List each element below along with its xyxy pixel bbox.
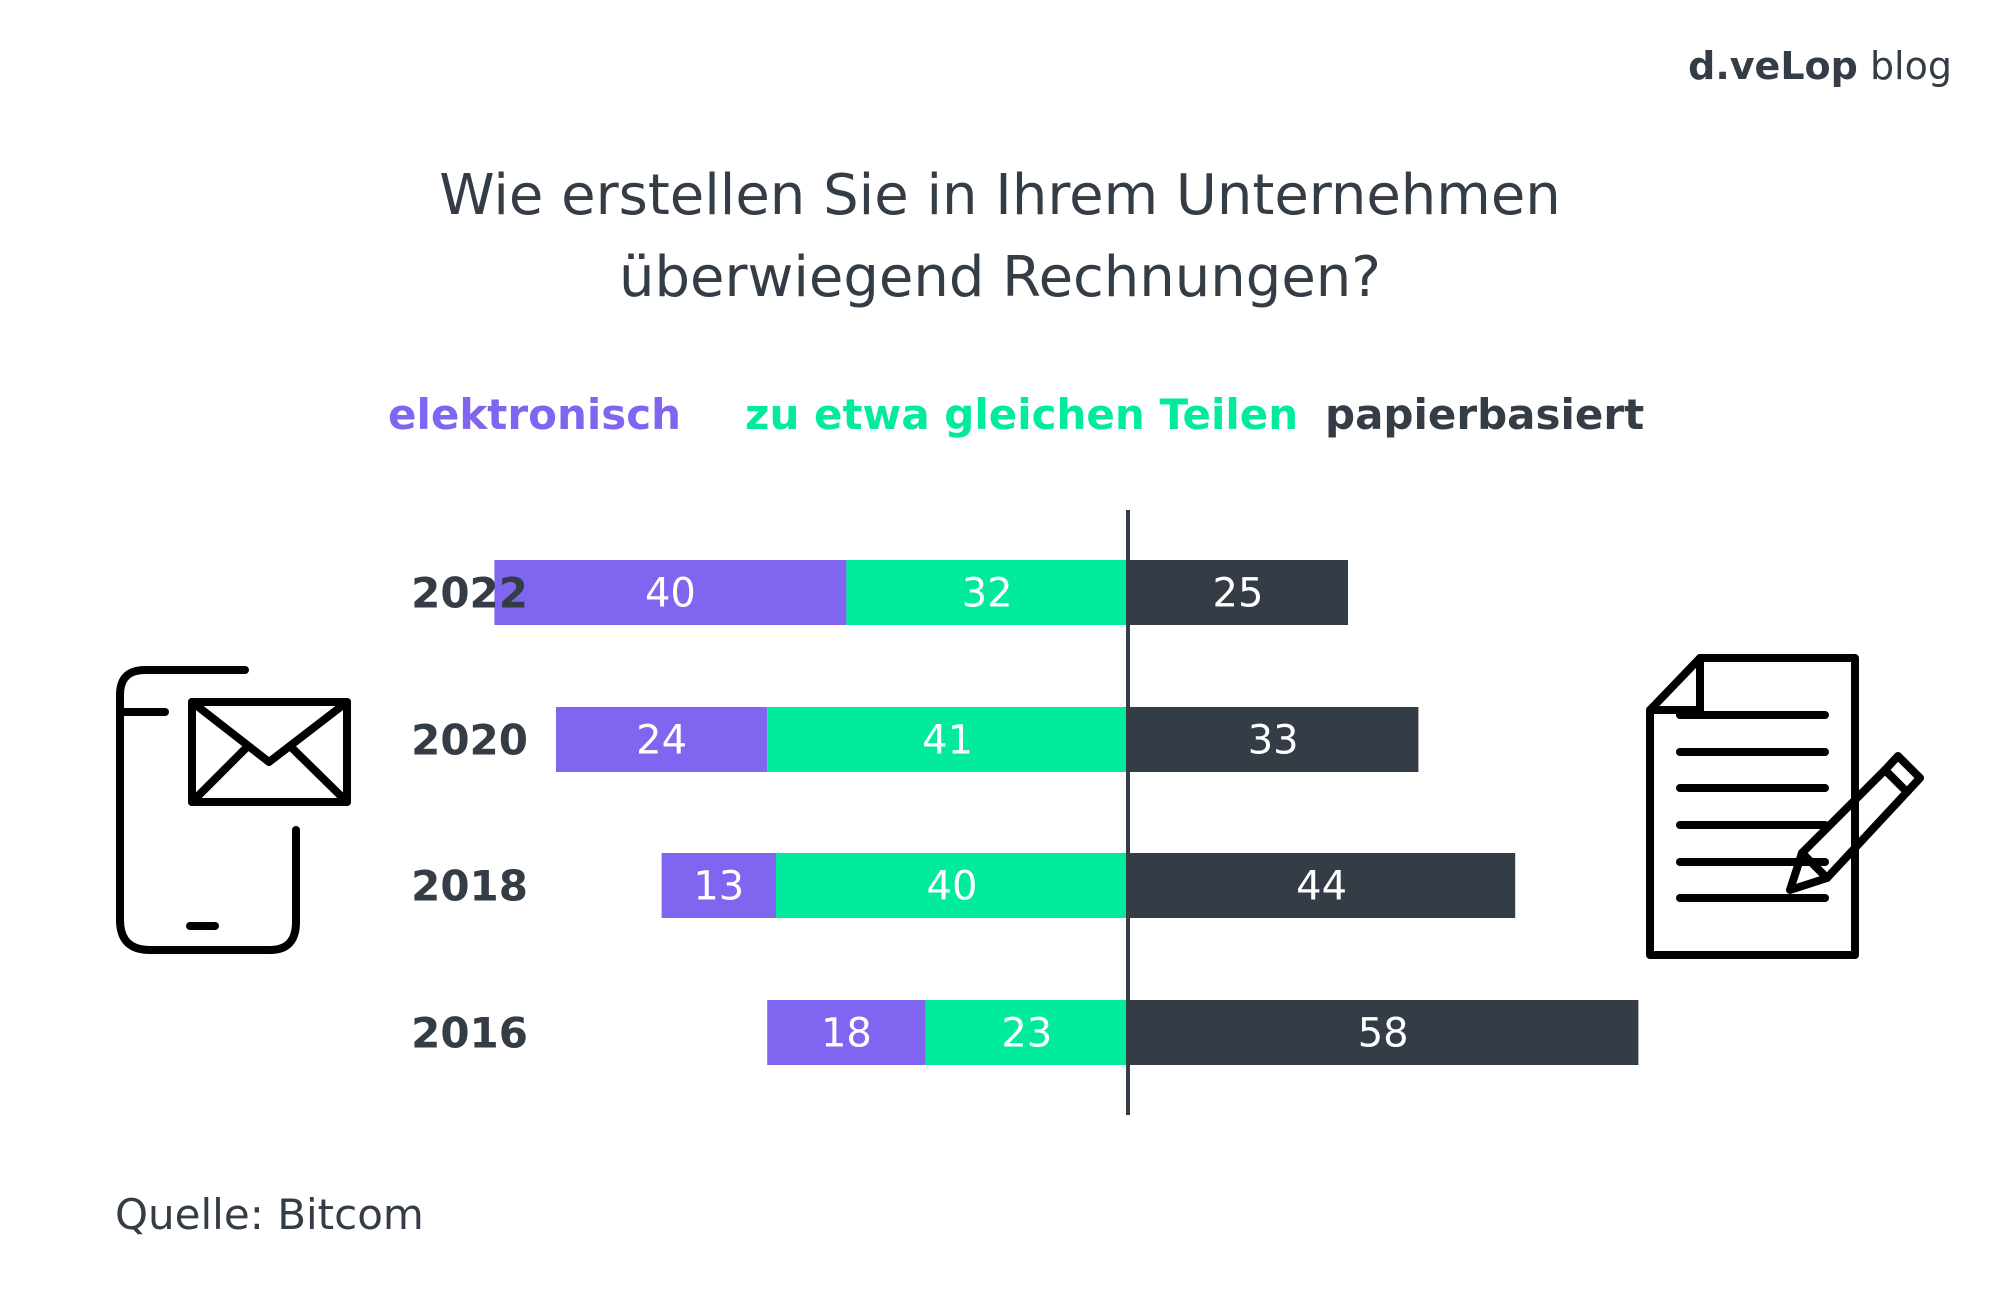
brand-logo: d.veLop blog [1688,44,1952,88]
legend-papier: papierbasiert [1325,390,1645,439]
bar-elektronisch-2022-label: 40 [645,571,696,617]
bar-papier-2022-label: 25 [1213,571,1264,617]
bar-papier-2022 [1128,560,1348,625]
bar-gleich-2020 [767,707,1128,772]
bar-papier-2020-label: 33 [1248,718,1299,764]
bar-elektronisch-2020-label: 24 [636,718,687,764]
brand-suffix: blog [1869,44,1952,88]
legend-gleich: zu etwa gleichen Teilen [745,390,1299,439]
document-signature-icon [1646,654,1924,959]
bar-gleich-2016 [925,1000,1128,1065]
bar-gleich-2018-label: 40 [927,864,978,910]
bar-gleich-2018 [776,853,1128,918]
bar-gleich-2022 [846,560,1128,625]
source-note: Quelle: Bitcom [115,1190,424,1239]
bar-elektronisch-2016 [767,1000,926,1065]
bar-gleich-2022-label: 32 [962,571,1013,617]
bar-gleich-2020-label: 41 [922,718,973,764]
brand-name: d.veLop [1688,44,1858,88]
bar-papier-2016-label: 58 [1358,1011,1409,1057]
chart-title: Wie erstellen Sie in Ihrem Unternehmen ü… [0,155,2000,319]
bar-elektronisch-2016-label: 18 [821,1011,872,1057]
bar-papier-2018 [1128,853,1516,918]
bar-papier-2016 [1128,1000,1639,1065]
bar-elektronisch-2018 [661,853,776,918]
bar-papier-2018-label: 44 [1296,864,1347,910]
bar-gleich-2016-label: 23 [1001,1011,1052,1057]
legend-elektronisch: elektronisch [388,390,682,439]
chart-title-line1: Wie erstellen Sie in Ihrem Unternehmen [439,163,1561,228]
bar-elektronisch-2018-label: 13 [693,864,744,910]
bar-elektronisch-2020 [556,707,768,772]
year-label-2016: 2016 [411,1009,528,1058]
chart-title-line2: überwiegend Rechnungen? [619,245,1381,310]
year-label-2018: 2018 [411,862,528,911]
bar-papier-2020 [1128,707,1419,772]
year-label-2022: 2022 [411,569,528,618]
year-label-2020: 2020 [411,716,528,765]
smartphone-email-icon [116,666,351,954]
bar-elektronisch-2022 [494,560,847,625]
